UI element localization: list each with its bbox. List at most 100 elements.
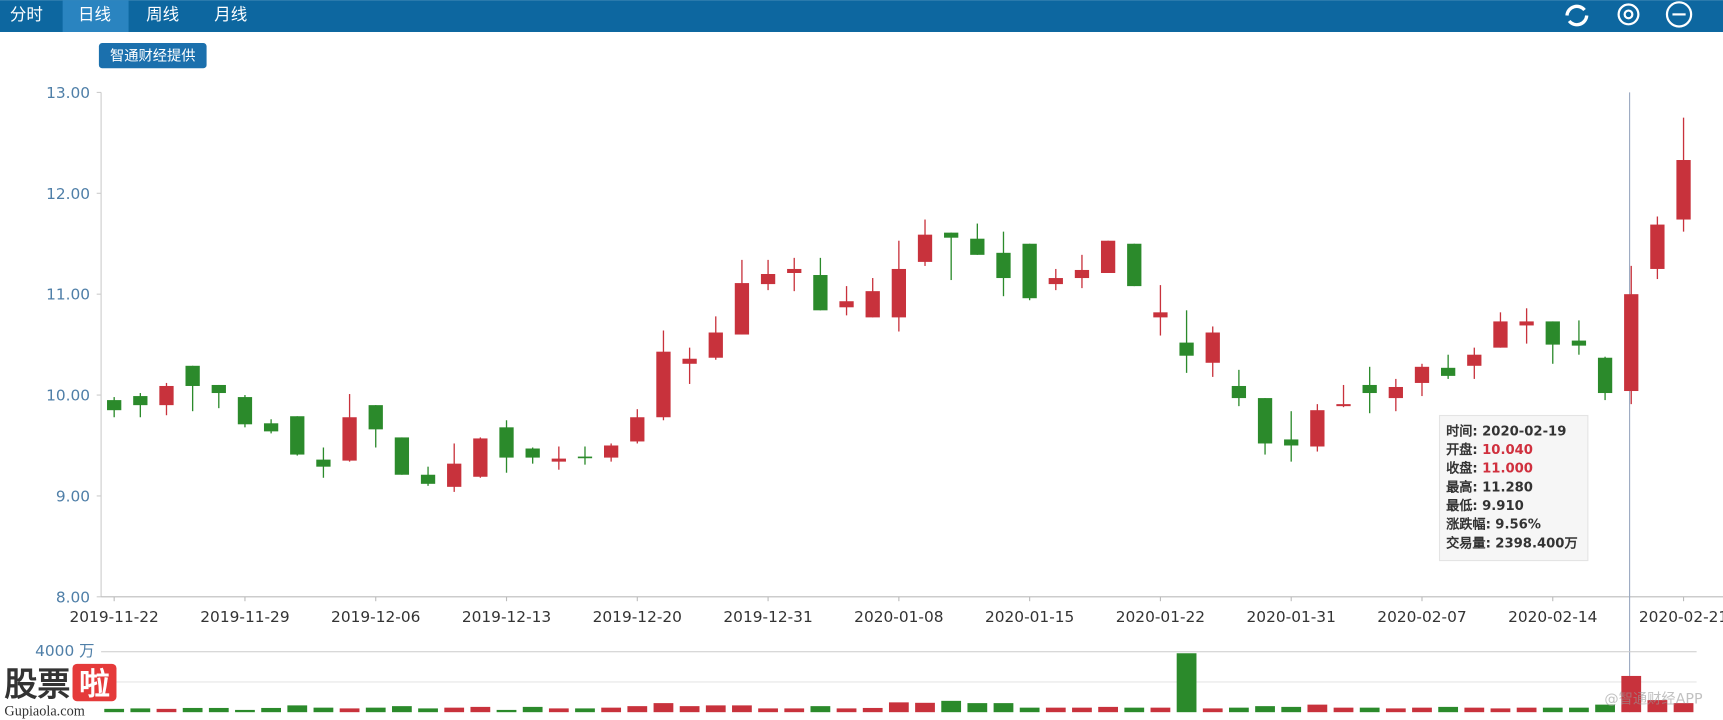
volume-bar <box>156 708 177 713</box>
volume-bar <box>1569 707 1589 713</box>
volume-bar <box>1098 706 1119 713</box>
top-bar <box>0 0 1723 32</box>
tooltip-label: 涨跌幅: <box>1446 516 1491 533</box>
candle-body <box>447 463 462 487</box>
candle-body <box>1362 384 1377 394</box>
candle-body <box>1179 342 1194 356</box>
x-tick-label: 2019-12-06 <box>331 608 420 626</box>
candle-body <box>133 396 148 406</box>
x-tick-label: 2019-12-31 <box>723 608 812 626</box>
candle-body <box>290 416 305 455</box>
tab[interactable]: 周线 <box>146 5 179 24</box>
tooltip-value: 2020-02-19 <box>1482 424 1566 439</box>
logo-url: Gupiaola.com <box>4 703 84 719</box>
volume-bar <box>261 707 281 713</box>
volume-bar <box>627 706 648 713</box>
tooltip-row: 涨跌幅: 9.56% <box>1446 516 1541 533</box>
candle-body <box>1441 367 1456 376</box>
volume-bar <box>1307 704 1328 713</box>
y-tick-label: 8.00 <box>56 588 90 606</box>
candle-body <box>839 301 854 308</box>
y-tick-label: 11.00 <box>46 286 90 304</box>
settings-icon[interactable] <box>1617 3 1640 26</box>
volume-bar <box>313 707 334 713</box>
volume-bar <box>1019 707 1040 713</box>
candle-body <box>813 275 828 311</box>
tooltip-value: 11.280 <box>1482 480 1533 495</box>
volume-bar <box>679 706 700 713</box>
candle-body <box>1100 240 1116 273</box>
volume-bar <box>1176 653 1197 713</box>
volume-bar <box>1333 707 1354 713</box>
volume-bar <box>365 707 386 713</box>
volume-bar <box>130 708 151 713</box>
volume-bar <box>758 708 778 713</box>
volume-bar <box>1673 703 1694 713</box>
volume-bar <box>1229 707 1249 713</box>
candle-body <box>944 232 959 238</box>
tab[interactable]: 月线 <box>214 5 247 24</box>
tooltip-label: 最高: <box>1446 478 1478 495</box>
candle-body <box>1467 354 1482 366</box>
tooltip-bg <box>1438 414 1589 562</box>
candle-body <box>656 351 671 418</box>
candle-body <box>1388 386 1403 399</box>
volume-bar <box>470 706 491 713</box>
tooltip: 时间: 2020-02-19 开盘: 10.040 收盘: 11.000 最高: 11.280… <box>1438 414 1589 562</box>
x-tick-label: 2019-11-29 <box>200 608 289 626</box>
volume-bar <box>601 707 622 713</box>
x-tick-label: 2020-01-22 <box>1116 608 1205 626</box>
candle-body <box>603 445 619 458</box>
tooltip-value: 2398.400万 <box>1495 535 1577 551</box>
tooltip-row: 时间: 2020-02-19 <box>1446 422 1566 439</box>
candle-body <box>760 274 776 285</box>
candle-body <box>891 268 907 318</box>
volume-bar <box>1045 707 1066 713</box>
tooltip-label: 开盘: <box>1446 441 1478 458</box>
volume-bar <box>967 703 988 713</box>
volume-bar <box>1490 708 1511 713</box>
candle-body <box>1676 160 1691 220</box>
candle-body <box>1153 312 1168 318</box>
tab[interactable]: 分时 <box>10 5 43 24</box>
volume-bar <box>548 708 569 713</box>
candle-body <box>263 423 279 432</box>
volume-bar <box>1412 707 1432 713</box>
tooltip-label: 交易量: <box>1446 534 1491 551</box>
volume-bar <box>993 703 1014 713</box>
refresh-icon[interactable] <box>1565 4 1589 27</box>
candle-body <box>865 291 880 318</box>
tooltip-value: 11.000 <box>1482 462 1533 477</box>
candle-body <box>394 437 410 475</box>
candle-body <box>996 252 1011 279</box>
logo-accent: 啦 <box>79 667 110 703</box>
volume-bar <box>888 702 909 713</box>
volume-bar <box>1072 707 1092 713</box>
volume-bar <box>104 708 125 713</box>
tooltip-value: 9.56% <box>1495 518 1541 533</box>
volume-bar <box>522 706 543 713</box>
candle-body <box>1519 321 1534 326</box>
volume-bar <box>392 706 412 713</box>
volume-bar <box>182 707 203 713</box>
x-tick-label: 2019-11-22 <box>69 608 158 626</box>
badge-bg <box>98 42 207 69</box>
tab[interactable]: 日线 <box>78 5 111 24</box>
tooltip-row: 开盘: 10.040 <box>1446 441 1533 458</box>
candle-body <box>316 459 331 467</box>
y-tick-label: 10.00 <box>46 387 90 405</box>
candle-body <box>551 458 566 462</box>
candle-body <box>368 405 383 430</box>
minus-icon[interactable] <box>1665 1 1693 28</box>
logo: 股票 <box>4 665 70 704</box>
candle-body <box>185 365 200 386</box>
volume-bar <box>705 705 726 713</box>
candle-body <box>473 438 488 477</box>
y-tick-label: 13.00 <box>46 84 90 102</box>
volume-bar <box>1255 706 1275 713</box>
x-tick-label: 2020-01-31 <box>1247 608 1336 626</box>
candle-body <box>970 238 985 255</box>
candle-body <box>1127 243 1142 287</box>
candle-body <box>577 456 593 459</box>
